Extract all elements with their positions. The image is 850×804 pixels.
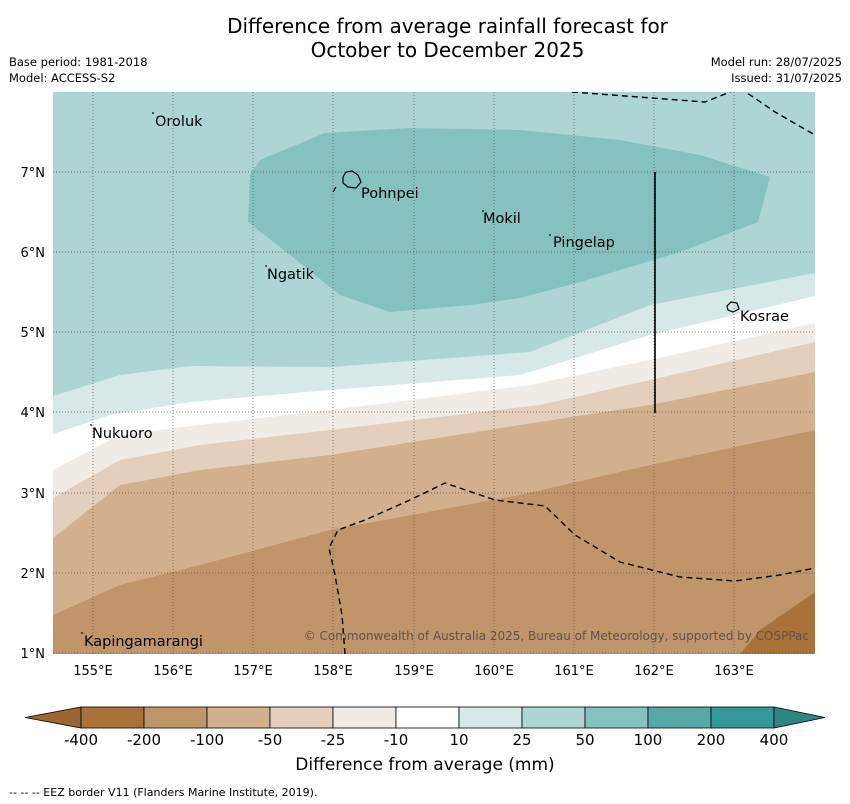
colorbar-box xyxy=(584,706,649,729)
lon-tick: 155°E xyxy=(73,664,113,679)
model-name: Model: ACCESS-S2 xyxy=(9,71,116,85)
chart-title: Difference from average rainfall forecas… xyxy=(0,14,850,62)
colorbar-box xyxy=(206,706,271,729)
colorbar-box xyxy=(395,706,460,729)
colorbar-tick-label: -50 xyxy=(258,731,283,749)
lon-tick: 158°E xyxy=(313,664,353,679)
colorbar-title: Difference from average (mm) xyxy=(295,755,555,775)
lat-tick: 4°N xyxy=(21,406,46,421)
colorbar-tick-label: -200 xyxy=(127,731,161,749)
colorbar-labels: -400 -200 -100 -50 -25 -10 10 25 50 100 200 400 xyxy=(64,731,788,749)
colorbar-boxes xyxy=(24,706,826,729)
pohnpei-reef xyxy=(332,186,337,193)
colorbar-box xyxy=(647,706,712,729)
issued-date: Issued: 31/07/2025 xyxy=(731,71,842,85)
footer-note: -- -- -- EEZ border V11 (Flanders Marine… xyxy=(9,786,318,799)
colorbar-tick-label: -400 xyxy=(64,731,98,749)
eez-border xyxy=(328,92,815,654)
colorbar-over-extension xyxy=(773,706,826,729)
place-label-kosrae: Kosrae xyxy=(740,309,789,325)
fill-band-dry-400 xyxy=(740,592,815,654)
colorbar-box xyxy=(332,706,397,729)
colorbar-tick-label: 400 xyxy=(760,731,789,749)
place-label-ngatik: Ngatik xyxy=(267,267,315,283)
lon-tick: 163°E xyxy=(714,664,754,679)
colorbar-box xyxy=(710,706,775,729)
lat-tick-labels: 1°N 2°N 3°N 4°N 5°N 6°N 7°N xyxy=(21,166,46,662)
place-label-pingelap: Pingelap xyxy=(553,235,615,251)
lon-tick: 156°E xyxy=(153,664,193,679)
place-label-nukuoro: Nukuoro xyxy=(92,426,153,442)
lon-tick-labels: 155°E 156°E 157°E 158°E 159°E 160°E 161°… xyxy=(73,664,754,679)
lat-tick: 5°N xyxy=(21,326,46,341)
colorbar-tick-label: 25 xyxy=(512,731,531,749)
colorbar-tick-label: -10 xyxy=(384,731,409,749)
colorbar-under-extension xyxy=(24,706,82,729)
colorbar-box xyxy=(521,706,586,729)
copyright-text: © Commonwealth of Australia 2025, Bureau… xyxy=(304,629,809,643)
colorbar-box xyxy=(143,706,208,729)
meta-right: Model run: 28/07/2025 Issued: 31/07/2025 xyxy=(711,54,842,86)
colorbar: -400 -200 -100 -50 -25 -10 10 25 50 100 200 400 xyxy=(24,706,826,749)
colorbar-tick-label: 200 xyxy=(697,731,726,749)
fill-band-50-100-wet xyxy=(248,128,770,312)
contour-fills: Oroluk Pohnpei Mokil Pingelap Ngatik Kos… xyxy=(53,92,815,654)
place-label-mokil: Mokil xyxy=(483,211,521,227)
lon-tick: 157°E xyxy=(233,664,273,679)
lat-tick: 6°N xyxy=(21,246,46,261)
colorbar-box xyxy=(269,706,334,729)
place-label-kapingamarangi: Kapingamarangi xyxy=(84,634,203,650)
island-outlines xyxy=(332,170,740,313)
colorbar-tick-label: 50 xyxy=(575,731,594,749)
lat-tick: 1°N xyxy=(21,647,46,662)
colorbar-box xyxy=(458,706,523,729)
colorbar-tick-label: 10 xyxy=(449,731,468,749)
lat-tick: 7°N xyxy=(21,166,46,181)
colorbar-box xyxy=(80,706,145,729)
title-line-2: October to December 2025 xyxy=(310,38,585,62)
lon-tick: 162°E xyxy=(634,664,674,679)
pohnpei-island xyxy=(342,170,362,189)
lat-tick: 2°N xyxy=(21,567,46,582)
graticule xyxy=(53,92,815,654)
title-line-1: Difference from average rainfall forecas… xyxy=(227,14,668,38)
lat-tick: 3°N xyxy=(21,487,46,502)
colorbar-tick-label: 100 xyxy=(634,731,663,749)
kosrae-island xyxy=(726,301,740,313)
base-period: Base period: 1981-2018 xyxy=(9,55,148,69)
place-markers xyxy=(81,112,551,634)
meta-left: Base period: 1981-2018 Model: ACCESS-S2 xyxy=(9,54,148,86)
rainfall-map: Oroluk Pohnpei Mokil Pingelap Ngatik Kos… xyxy=(21,92,815,679)
lon-tick: 161°E xyxy=(554,664,594,679)
place-label-pohnpei: Pohnpei xyxy=(361,186,419,202)
colorbar-tick-label: -100 xyxy=(190,731,224,749)
model-run: Model run: 28/07/2025 xyxy=(710,55,842,69)
place-labels: Oroluk Pohnpei Mokil Pingelap Ngatik Kos… xyxy=(84,114,789,650)
place-label-oroluk: Oroluk xyxy=(155,114,203,130)
lon-tick: 160°E xyxy=(474,664,514,679)
lon-tick: 159°E xyxy=(394,664,434,679)
colorbar-tick-label: -25 xyxy=(321,731,346,749)
